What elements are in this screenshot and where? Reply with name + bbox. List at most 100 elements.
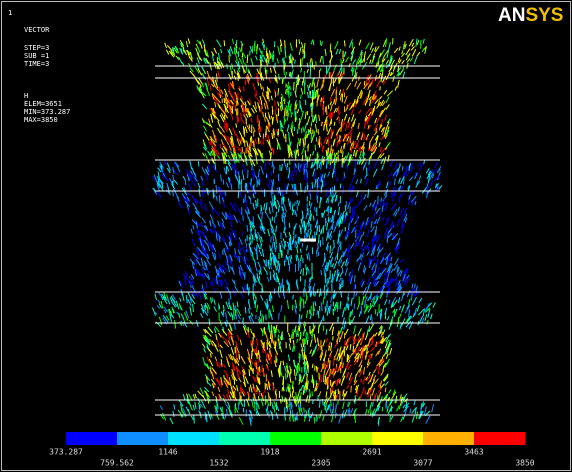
info-line: STEP=3 (24, 44, 49, 52)
vector-arrow (333, 358, 334, 366)
vector-arrow (250, 142, 251, 148)
legend-swatch (423, 432, 475, 445)
legend-label: 3850 (515, 459, 534, 468)
vector-arrow (290, 417, 291, 421)
vector-arrow (376, 128, 377, 133)
vector-arrow (313, 90, 314, 98)
legend-swatch (321, 432, 373, 445)
vector-arrow (293, 329, 294, 337)
logo: ANSYS (498, 5, 563, 26)
vector-arrow (288, 145, 289, 153)
vector-arrow (317, 97, 318, 106)
vector-arrow (269, 162, 270, 166)
vector-arrow (213, 191, 214, 198)
vector-arrow (351, 386, 352, 393)
vector-arrow (227, 102, 228, 108)
vector-arrow (263, 316, 264, 322)
vector-arrow (404, 176, 405, 184)
legend-swatch (66, 432, 118, 445)
vector-arrow (249, 308, 250, 313)
vector-arrow (313, 288, 314, 294)
vector-arrow (276, 238, 277, 244)
vector-arrow (377, 395, 378, 402)
vector-arrow (312, 375, 313, 383)
vector-arrow (245, 307, 246, 314)
vector-arrow (298, 163, 299, 170)
info-line: SUB =1 (24, 52, 49, 60)
legend-swatch (168, 432, 220, 445)
legend-swatch (117, 432, 169, 445)
vector-arrow (293, 236, 294, 243)
vector-arrow (293, 295, 294, 299)
vector-arrow (291, 334, 292, 339)
vector-arrow (217, 361, 218, 366)
vector-arrow (319, 373, 320, 381)
vector-arrow (222, 99, 223, 103)
vector-arrow (301, 95, 302, 99)
vector-arrow (339, 239, 340, 247)
vector-arrow (257, 115, 258, 123)
vector-arrow (250, 197, 251, 204)
vector-arrow (289, 160, 290, 165)
vector-arrow (305, 166, 306, 174)
vector-arrow (243, 199, 244, 204)
vector-arrow (250, 234, 251, 239)
vector-arrow (330, 44, 331, 53)
vector-arrow (243, 126, 244, 134)
vector-arrow (347, 302, 348, 308)
vector-arrow (306, 264, 307, 270)
vector-arrow (307, 134, 308, 138)
vector-arrow (269, 411, 270, 417)
plot-type: VECTOR (24, 26, 50, 34)
vector-arrow (325, 306, 326, 312)
vector-arrow (337, 269, 338, 275)
vector-arrow (354, 168, 355, 172)
vector-arrow (303, 221, 304, 229)
vector-arrow (318, 311, 319, 318)
info-line: MAX=3850 (24, 116, 58, 124)
vector-arrow (278, 261, 279, 267)
legend-label: 1146 (158, 448, 177, 457)
vector-arrow (249, 393, 250, 397)
legend-label: 2305 (311, 459, 330, 468)
vector-arrow (405, 41, 406, 47)
vector-arrow (279, 313, 280, 320)
vector-arrow (327, 232, 328, 236)
logo-second: SYS (525, 5, 563, 26)
logo-first: AN (498, 5, 525, 26)
vector-arrow (298, 150, 299, 156)
vector-arrow (330, 97, 331, 102)
vector-arrow (285, 225, 286, 230)
vector-arrow (271, 171, 272, 175)
vector-arrow (340, 338, 341, 342)
vector-arrow (242, 232, 243, 236)
vector-arrow (271, 331, 272, 339)
vector-arrow (332, 215, 333, 222)
legend-label: 3077 (413, 459, 432, 468)
vector-arrow (248, 327, 249, 332)
vector-arrow (271, 229, 272, 234)
vector-arrow (292, 58, 293, 62)
window-number: 1 (8, 9, 12, 17)
vector-arrow (289, 223, 290, 228)
vector-arrow (281, 198, 282, 206)
vector-arrow (210, 220, 211, 225)
ansys-screen: 1 VECTOR STEP=3SUB =1TIME=3HELEM=3651MIN… (0, 0, 572, 472)
vector-arrow (232, 106, 233, 114)
vector-arrow (254, 300, 255, 304)
vector-arrow (344, 40, 345, 46)
vector-arrow (310, 69, 311, 78)
vector-arrow (276, 107, 277, 111)
vector-arrow (259, 127, 260, 133)
vector-arrow (337, 134, 338, 140)
vector-arrow (297, 413, 298, 420)
legend-label: 373.287 (49, 448, 83, 457)
vector-arrow (234, 253, 235, 257)
legend-label: 1918 (260, 448, 279, 457)
legend-swatch (219, 432, 271, 445)
vector-arrow (287, 110, 288, 116)
vector-arrow (224, 40, 225, 46)
vector-arrow (268, 135, 269, 141)
vector-arrow (350, 207, 351, 214)
vector-arrow (312, 182, 313, 189)
